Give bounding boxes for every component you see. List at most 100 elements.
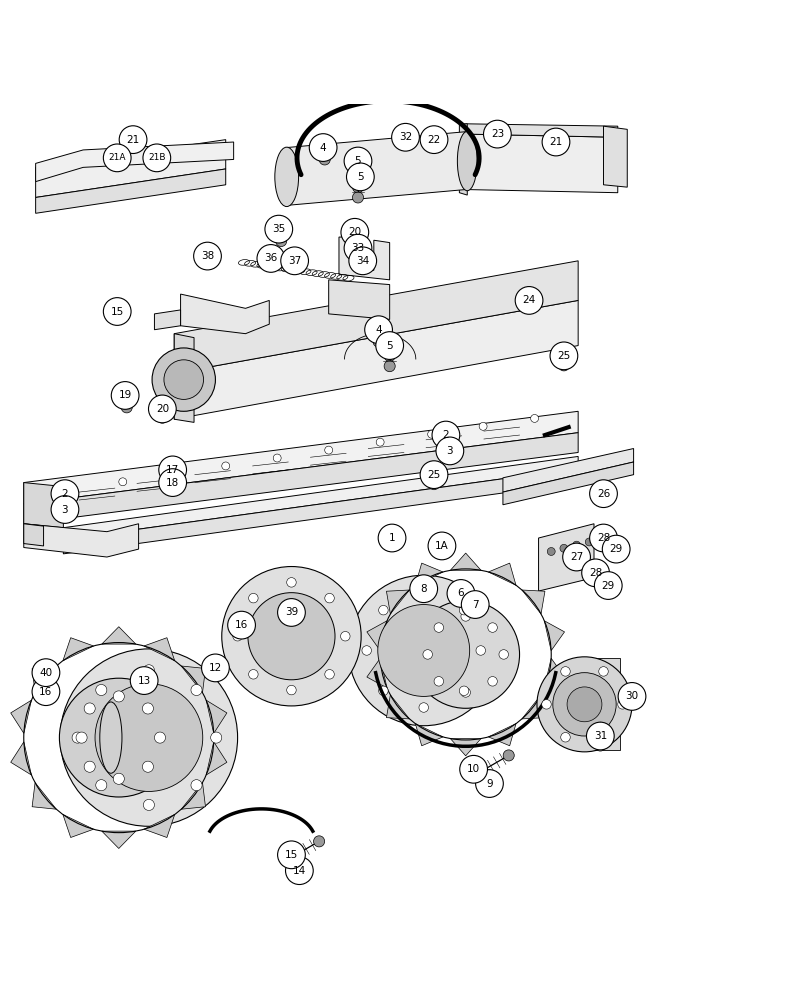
Circle shape bbox=[488, 677, 497, 686]
Circle shape bbox=[603, 535, 630, 563]
Text: 1A: 1A bbox=[435, 541, 449, 551]
Circle shape bbox=[479, 422, 487, 430]
Circle shape bbox=[248, 593, 335, 680]
Polygon shape bbox=[36, 169, 226, 213]
Circle shape bbox=[96, 780, 107, 791]
Circle shape bbox=[561, 667, 570, 676]
Text: 20: 20 bbox=[156, 404, 169, 414]
Circle shape bbox=[362, 646, 371, 655]
Text: 5: 5 bbox=[355, 156, 361, 166]
Circle shape bbox=[32, 678, 60, 706]
Circle shape bbox=[84, 761, 95, 772]
Text: 30: 30 bbox=[626, 691, 638, 701]
Circle shape bbox=[95, 684, 203, 791]
Circle shape bbox=[447, 580, 475, 607]
Text: 22: 22 bbox=[428, 135, 440, 145]
Circle shape bbox=[84, 703, 95, 714]
Polygon shape bbox=[386, 695, 409, 719]
Text: 35: 35 bbox=[272, 224, 285, 234]
Circle shape bbox=[423, 650, 432, 659]
Circle shape bbox=[319, 154, 330, 165]
Circle shape bbox=[325, 593, 334, 603]
Polygon shape bbox=[522, 590, 545, 614]
Text: 17: 17 bbox=[166, 465, 179, 475]
Circle shape bbox=[515, 287, 543, 314]
Circle shape bbox=[249, 670, 258, 679]
Circle shape bbox=[76, 732, 87, 743]
Circle shape bbox=[461, 688, 470, 697]
Circle shape bbox=[558, 360, 569, 371]
Text: 24: 24 bbox=[523, 295, 535, 305]
Circle shape bbox=[143, 799, 154, 810]
Text: 12: 12 bbox=[209, 663, 222, 673]
Text: 5: 5 bbox=[386, 341, 393, 351]
Circle shape bbox=[599, 733, 608, 742]
Polygon shape bbox=[489, 563, 516, 585]
Circle shape bbox=[378, 605, 470, 696]
Circle shape bbox=[113, 773, 124, 784]
Circle shape bbox=[488, 623, 497, 632]
Circle shape bbox=[379, 605, 388, 615]
Polygon shape bbox=[459, 124, 467, 195]
Text: 33: 33 bbox=[352, 243, 364, 253]
Circle shape bbox=[152, 348, 215, 411]
Circle shape bbox=[158, 456, 187, 484]
Text: 15: 15 bbox=[111, 307, 124, 317]
Polygon shape bbox=[287, 132, 466, 205]
Text: 32: 32 bbox=[399, 132, 412, 142]
Circle shape bbox=[143, 761, 154, 772]
Polygon shape bbox=[329, 280, 390, 319]
Circle shape bbox=[347, 163, 375, 191]
Circle shape bbox=[287, 578, 296, 587]
Circle shape bbox=[553, 673, 616, 736]
Polygon shape bbox=[154, 310, 181, 330]
Text: 40: 40 bbox=[40, 668, 52, 678]
Text: 16: 16 bbox=[40, 687, 52, 697]
Polygon shape bbox=[63, 638, 93, 661]
Text: 28: 28 bbox=[597, 533, 610, 543]
Circle shape bbox=[345, 234, 372, 262]
Text: 5: 5 bbox=[357, 172, 364, 182]
Circle shape bbox=[547, 548, 555, 555]
Text: 4: 4 bbox=[375, 325, 382, 335]
Text: 23: 23 bbox=[491, 129, 504, 139]
Text: 4: 4 bbox=[320, 143, 326, 153]
Text: 7: 7 bbox=[472, 600, 478, 610]
Circle shape bbox=[130, 667, 158, 694]
Polygon shape bbox=[181, 294, 269, 334]
Text: 18: 18 bbox=[166, 478, 179, 488]
Polygon shape bbox=[339, 237, 390, 280]
Polygon shape bbox=[63, 456, 578, 540]
Circle shape bbox=[352, 192, 364, 203]
Circle shape bbox=[434, 677, 444, 686]
Polygon shape bbox=[451, 553, 481, 570]
Text: 25: 25 bbox=[428, 470, 440, 480]
Circle shape bbox=[281, 247, 309, 275]
Circle shape bbox=[428, 479, 440, 490]
Polygon shape bbox=[102, 831, 135, 848]
Polygon shape bbox=[144, 638, 175, 661]
Text: 21: 21 bbox=[550, 137, 562, 147]
Circle shape bbox=[352, 182, 364, 193]
Circle shape bbox=[164, 360, 204, 399]
Circle shape bbox=[476, 646, 485, 655]
Circle shape bbox=[461, 591, 489, 618]
Circle shape bbox=[111, 382, 139, 409]
Circle shape bbox=[428, 532, 456, 560]
Text: 3: 3 bbox=[62, 505, 68, 515]
Circle shape bbox=[542, 700, 551, 709]
Circle shape bbox=[573, 541, 581, 549]
Circle shape bbox=[278, 599, 306, 626]
Polygon shape bbox=[181, 666, 205, 693]
Circle shape bbox=[594, 572, 623, 599]
Circle shape bbox=[59, 678, 178, 797]
Text: 27: 27 bbox=[570, 552, 583, 562]
Polygon shape bbox=[174, 334, 194, 422]
Polygon shape bbox=[144, 814, 175, 837]
Text: 14: 14 bbox=[293, 866, 306, 876]
Circle shape bbox=[384, 361, 395, 372]
Circle shape bbox=[103, 298, 131, 325]
Circle shape bbox=[249, 593, 258, 603]
Ellipse shape bbox=[100, 702, 122, 773]
Circle shape bbox=[194, 242, 222, 270]
